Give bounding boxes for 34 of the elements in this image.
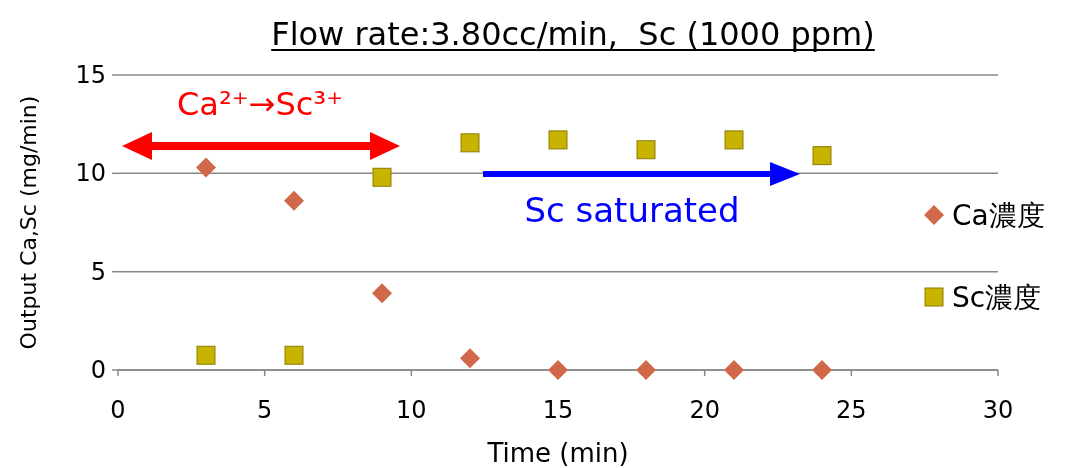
x-tick-label: 15 bbox=[542, 396, 574, 424]
point bbox=[548, 360, 568, 380]
point bbox=[284, 190, 304, 211]
legend-label: Ca濃度 bbox=[952, 199, 1045, 232]
x-tick-label: 25 bbox=[836, 396, 867, 424]
annotation: Ca²⁺→Sc³⁺ bbox=[176, 85, 344, 123]
legend-label: Sc濃度 bbox=[952, 281, 1042, 314]
chart-title: Flow rate:3.80cc/min, Sc (1000 ppm) bbox=[271, 15, 875, 53]
point bbox=[724, 130, 744, 150]
annotation: Sc saturated bbox=[524, 190, 740, 230]
x-axis-title: Time (min) bbox=[486, 438, 629, 468]
x-tick-label: 30 bbox=[982, 396, 1014, 424]
point bbox=[196, 157, 216, 178]
point bbox=[284, 345, 304, 365]
y-tick-label: 10 bbox=[75, 159, 106, 188]
y-axis-title: Output Ca,Sc (mg/min) bbox=[16, 95, 41, 350]
y-tick-label: 5 bbox=[90, 257, 106, 286]
x-tick-label: 0 bbox=[110, 396, 126, 424]
point bbox=[636, 360, 656, 380]
x-tick-label: 10 bbox=[396, 396, 427, 424]
y-tick-label: 0 bbox=[90, 356, 106, 384]
point bbox=[724, 360, 744, 380]
point bbox=[812, 360, 832, 380]
x-tick-label: 5 bbox=[257, 396, 273, 424]
y-tick-label: 15 bbox=[75, 61, 106, 89]
point bbox=[636, 140, 656, 160]
point bbox=[372, 167, 392, 187]
point bbox=[460, 348, 480, 369]
x-tick-label: 20 bbox=[689, 396, 720, 424]
point bbox=[460, 133, 480, 153]
point bbox=[548, 130, 568, 150]
point bbox=[812, 146, 832, 166]
point bbox=[196, 345, 216, 365]
point bbox=[372, 283, 392, 304]
